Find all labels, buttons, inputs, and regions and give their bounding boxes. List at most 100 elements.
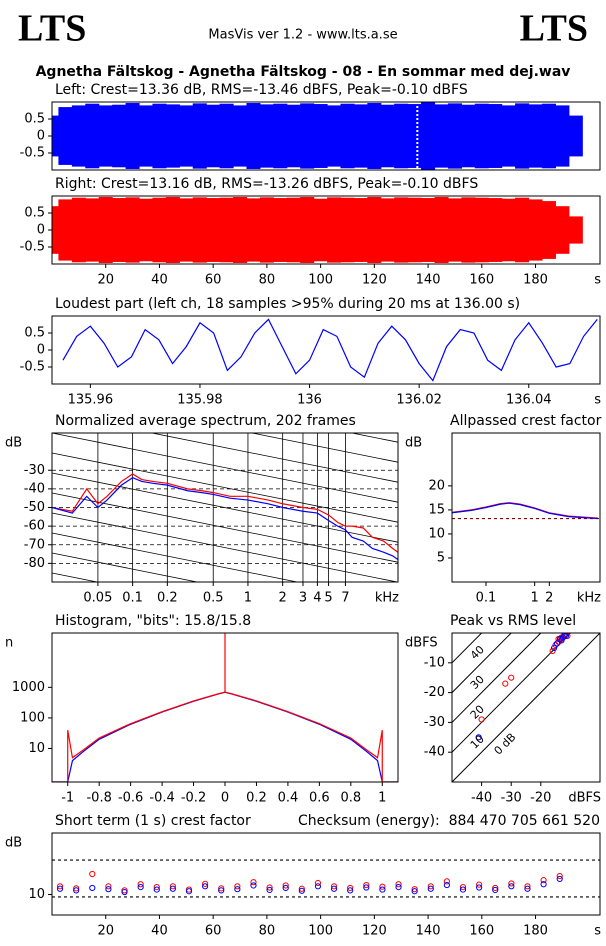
data-point <box>330 885 338 892</box>
plot-area <box>52 633 398 782</box>
plot-area <box>62 318 598 382</box>
waveform-segment <box>327 197 342 263</box>
waveform-segment <box>259 197 274 263</box>
y-tick-label: -80 <box>24 556 45 571</box>
x-tick-label: 0.1 <box>122 591 143 606</box>
data-point <box>185 888 193 895</box>
y-tick-label: -70 <box>24 537 45 552</box>
diagonal-grid <box>349 433 398 443</box>
waveform-segment <box>528 104 543 168</box>
data-point <box>89 884 96 892</box>
waveform-segment <box>219 197 234 263</box>
waveform-segment <box>233 105 248 167</box>
waveform-segment <box>515 103 530 169</box>
data-point <box>56 883 64 890</box>
plot-frame <box>51 195 601 265</box>
y-tick-label: 1000 <box>12 680 45 695</box>
crest-line <box>452 633 542 723</box>
x-tick-label: 3 <box>299 591 307 606</box>
waveform-segment <box>273 103 288 169</box>
plot-area <box>52 859 600 898</box>
diagonal-grid <box>52 552 200 582</box>
data-point <box>556 635 564 643</box>
data-point <box>551 644 558 652</box>
plot-area <box>52 102 583 170</box>
data-point <box>524 883 531 890</box>
diagonal-grid <box>52 472 398 543</box>
x-tick-label: 5 <box>324 591 332 606</box>
waveform-segment <box>112 198 127 262</box>
waveform-segment <box>313 198 328 262</box>
y-tick-label: 0.5 <box>24 112 45 127</box>
waveform-segment <box>461 197 476 263</box>
data-point <box>524 885 531 892</box>
x-tick-label: 0.2 <box>246 791 267 806</box>
waveform-segment <box>421 198 436 262</box>
data-point <box>250 882 257 889</box>
y-unit: dB <box>5 436 22 451</box>
x-tick-label: 0.2 <box>157 591 178 606</box>
diagonal-grid <box>52 492 398 563</box>
data-point <box>202 883 209 890</box>
data-point <box>379 886 386 893</box>
x-tick-label: 0.6 <box>309 791 330 806</box>
x-tick-label: 20 <box>97 273 114 288</box>
data-line <box>52 473 398 553</box>
plot-frame <box>51 101 601 171</box>
data-point <box>234 886 241 893</box>
crest-line <box>452 633 512 693</box>
data-point <box>443 878 450 885</box>
data-point <box>476 881 483 888</box>
y-tick-label: 10 <box>28 741 45 756</box>
x-tick-label: -0.2 <box>181 791 206 806</box>
waveform-segment <box>165 197 180 263</box>
data-point <box>540 881 547 888</box>
x-tick-label: 136 <box>297 393 322 408</box>
waveform-segment <box>447 198 462 262</box>
data-line <box>52 691 398 782</box>
waveform-segment <box>474 197 489 263</box>
x-unit: s <box>594 273 601 288</box>
y-tick-label: 100 <box>20 710 45 725</box>
waveform-segment <box>340 197 355 263</box>
waveform-segment <box>380 104 395 168</box>
data-point <box>266 884 273 891</box>
waveform-segment <box>206 198 221 262</box>
x-tick-label: 180 <box>523 273 548 288</box>
x-tick-label: 80 <box>259 924 276 939</box>
diagonal-grid <box>249 433 398 463</box>
logo-right: LTS <box>520 8 588 50</box>
x-tick-label: 1 <box>531 591 539 606</box>
x-tick-label: 0.1 <box>476 591 497 606</box>
y-tick-label: -50 <box>24 500 45 515</box>
y-tick-label: 10 <box>428 526 445 541</box>
plot-area <box>452 502 600 520</box>
data-point <box>478 716 485 723</box>
waveform-segment <box>407 197 422 263</box>
panel-title: Left: Crest=13.36 dB, RMS=-13.46 dBFS, P… <box>55 82 468 98</box>
waveform-segment <box>165 104 180 168</box>
plot-frame <box>51 315 601 385</box>
data-point <box>492 886 499 894</box>
waveform-segment <box>541 103 556 169</box>
panel-title: Normalized average spectrum, 202 frames <box>55 413 356 429</box>
data-point <box>314 883 322 890</box>
x-tick-label: 120 <box>362 924 387 939</box>
checksum: 884 470 705 661 520 <box>449 813 600 829</box>
x-tick-label: -30 <box>501 791 522 806</box>
panel-title: Histogram, "bits": 15.8/15.8 <box>55 613 251 629</box>
data-point <box>234 883 241 890</box>
x-tick-label: 2 <box>279 591 287 606</box>
waveform-segment <box>568 115 583 157</box>
data-point <box>73 887 80 894</box>
y-unit: dBFS <box>405 636 438 651</box>
plot-frame <box>51 832 601 916</box>
data-point <box>314 879 322 887</box>
plot-area <box>452 633 600 782</box>
data-point <box>73 885 80 892</box>
x-tick-label: 1 <box>244 591 252 606</box>
waveform-segment <box>488 104 503 168</box>
waveform-segment <box>71 105 86 167</box>
data-point <box>459 886 467 893</box>
plot-frame <box>451 632 601 783</box>
